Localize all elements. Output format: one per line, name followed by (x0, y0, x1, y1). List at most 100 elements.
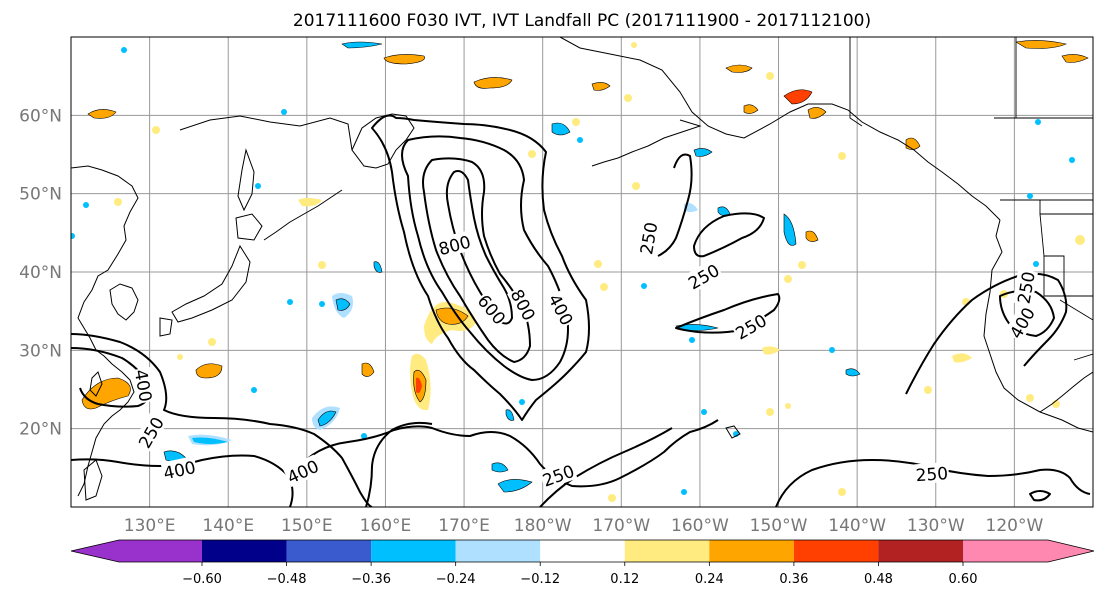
lon-tick-label: 150°E (281, 516, 333, 536)
lat-tick-label: 40°N (19, 263, 62, 283)
contour-250-loop (693, 212, 765, 258)
colorbar-segment (540, 540, 625, 562)
coastline-sakhalin (237, 148, 255, 212)
anomaly-patch-negative (497, 479, 533, 493)
anomaly-patch-positive (81, 377, 131, 410)
coastline-korea (109, 283, 139, 321)
anomaly-patch-positive (591, 82, 611, 91)
coastline-asia (71, 165, 139, 497)
contour-250-east-arc (657, 153, 693, 257)
colorbar-extend-high (1048, 540, 1094, 562)
colorbar-tick-label: −0.36 (351, 572, 391, 587)
coastline-bc-coast (983, 219, 1093, 433)
contour-label: 250 (914, 461, 950, 486)
colorbar-segment (793, 540, 879, 562)
lat-tick-label: 20°N (19, 420, 62, 440)
coastline-kyushu (159, 317, 173, 337)
longitude-ticks: 130°E 140°E 150°E 160°E 170°E 180°W 170°W 160°W… (124, 516, 1044, 536)
anomaly-patch-positive (298, 198, 322, 207)
coastline-aleutians (591, 119, 702, 167)
contour-250-ca-arc (905, 272, 1068, 395)
colorbar-segment (709, 540, 794, 562)
anomaly-patch-negative (491, 462, 509, 473)
anomaly-patch-negative (192, 437, 228, 444)
colorbar-tick-label: 0.48 (864, 572, 893, 587)
anomaly-patch-positive (805, 230, 819, 242)
colorbar-segment (286, 540, 372, 562)
contour-250-southwest (71, 333, 373, 507)
coastline-kurils (263, 189, 343, 241)
coastline-honshu (171, 244, 251, 323)
colorbar-extend-low (71, 540, 119, 562)
gridlines (71, 37, 1093, 507)
colorbar-tick-label: −0.24 (436, 572, 476, 587)
contour-250-southeast-small (1029, 490, 1051, 502)
map-frame (70, 36, 1094, 508)
coastline-okhotsk (179, 115, 353, 151)
anomaly-patch-negative (551, 122, 571, 136)
colorbar-segment (119, 540, 202, 562)
colorbar-tick-label: 0.36 (779, 572, 808, 587)
anomaly-patch-negative (373, 261, 383, 273)
lon-tick-label: 170°E (438, 516, 490, 536)
colorbar-segment (202, 540, 287, 562)
colorbar-tick-label: 0.24 (695, 572, 724, 587)
lon-tick-label: 160°W (671, 516, 729, 536)
anomaly-patch-positive (783, 89, 813, 105)
anomaly-patch-positive (416, 377, 422, 394)
colorbar-tick-label: −0.48 (267, 572, 307, 587)
lat-tick-label: 60°N (19, 106, 62, 126)
colorbar-tick-label: 0.12 (610, 572, 639, 587)
contour-250-ridge (675, 293, 781, 334)
anomaly-patch-positive (473, 77, 513, 89)
lat-tick-label: 50°N (19, 185, 62, 205)
colorbar-segment (455, 540, 541, 562)
colorbar-segment (371, 540, 456, 562)
map-title: 2017111600 F030 IVT, IVT Landfall PC (20… (293, 11, 871, 31)
coastline-kamchatka (351, 113, 415, 169)
anomaly-patch-negative (341, 41, 383, 49)
contour-label-text: 250 (915, 464, 949, 486)
colorbar-tick-label: −0.60 (182, 572, 222, 587)
lon-tick-label: 150°W (750, 516, 808, 536)
contour-250-east-south (775, 459, 1091, 507)
colorbar-tick-label: −0.12 (520, 572, 560, 587)
anomaly-dots-negative (71, 47, 1075, 495)
coastline-taiwan (89, 371, 103, 397)
contour-600 (422, 157, 531, 363)
anomaly-patch-negative (335, 298, 351, 311)
borders (849, 37, 1093, 361)
lon-tick-label: 180°W (514, 516, 572, 536)
anomaly-patch-negative (505, 409, 515, 421)
colorbar: −0.60 −0.48 −0.36 −0.24 −0.12 0.12 0.24 0.36 0.4… (70, 539, 1095, 587)
coastline-philippines (83, 459, 103, 501)
lon-tick-label: 140°E (202, 516, 254, 536)
contour-250-central-east (539, 427, 673, 507)
anomaly-patch-positive (195, 363, 223, 379)
anomaly-patch-positive (1015, 40, 1067, 49)
colorbar-segment (878, 540, 963, 562)
anomaly-patch-positive (1061, 54, 1089, 63)
latitude-ticks: 20°N 30°N 40°N 50°N 60°N (19, 106, 62, 439)
anomaly-patch-negative (845, 368, 861, 377)
anomaly-patch-negative (317, 410, 337, 427)
coastlines (71, 37, 1093, 501)
lon-tick-label: 140°W (828, 516, 886, 536)
lon-tick-label: 120°W (986, 516, 1044, 536)
anomaly-patch-positive (807, 107, 827, 119)
coastline-baja (1039, 371, 1093, 413)
anomaly-patch-positive (743, 104, 759, 114)
lon-tick-label: 160°E (360, 516, 412, 536)
anomaly-patch-negative (693, 148, 713, 157)
contour-250-se (365, 421, 433, 507)
anomaly-patch-positive (361, 362, 375, 377)
anomaly-patch-positive (87, 109, 117, 119)
colorbar-outline (70, 539, 1095, 563)
coastline-hawaii (725, 425, 741, 439)
lon-tick-label: 170°W (592, 516, 650, 536)
anomaly-patch-negative (783, 213, 797, 246)
contour-400 (401, 135, 569, 381)
anomaly-patch-positive (762, 346, 780, 355)
colorbar-segment (963, 540, 1048, 562)
